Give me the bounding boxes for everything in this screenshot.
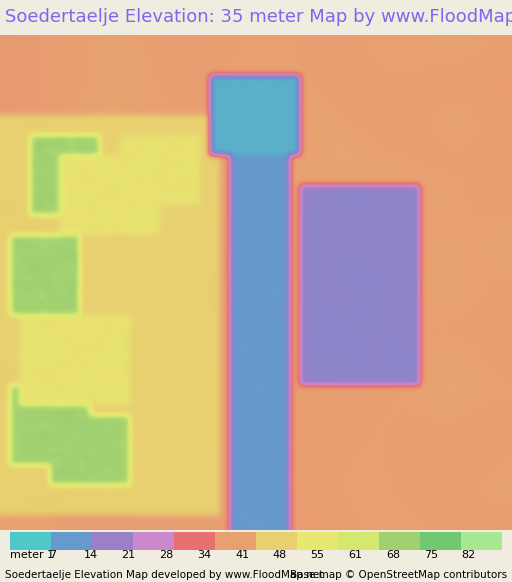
Text: 75: 75 [424, 550, 438, 560]
Text: Base map © OpenStreetMap contributors: Base map © OpenStreetMap contributors [290, 570, 507, 580]
Text: 14: 14 [83, 550, 98, 560]
Text: 61: 61 [349, 550, 362, 560]
Text: Soedertaelje Elevation Map developed by www.FloodMap.net: Soedertaelje Elevation Map developed by … [5, 570, 324, 580]
Text: 41: 41 [235, 550, 249, 560]
Text: 34: 34 [197, 550, 211, 560]
Text: 7: 7 [49, 550, 56, 560]
Text: 82: 82 [462, 550, 476, 560]
FancyBboxPatch shape [174, 532, 215, 550]
FancyBboxPatch shape [10, 532, 51, 550]
Text: 28: 28 [159, 550, 174, 560]
Text: 55: 55 [311, 550, 325, 560]
Text: 68: 68 [386, 550, 400, 560]
FancyBboxPatch shape [215, 532, 256, 550]
FancyBboxPatch shape [133, 532, 174, 550]
FancyBboxPatch shape [420, 532, 461, 550]
FancyBboxPatch shape [297, 532, 338, 550]
Text: 21: 21 [121, 550, 136, 560]
FancyBboxPatch shape [256, 532, 297, 550]
FancyBboxPatch shape [379, 532, 420, 550]
Text: meter 1: meter 1 [10, 550, 54, 560]
FancyBboxPatch shape [338, 532, 379, 550]
FancyBboxPatch shape [461, 532, 502, 550]
Text: 48: 48 [273, 550, 287, 560]
Text: Soedertaelje Elevation: 35 meter Map by www.FloodMap.net (beta): Soedertaelje Elevation: 35 meter Map by … [5, 9, 512, 27]
FancyBboxPatch shape [92, 532, 133, 550]
FancyBboxPatch shape [51, 532, 92, 550]
